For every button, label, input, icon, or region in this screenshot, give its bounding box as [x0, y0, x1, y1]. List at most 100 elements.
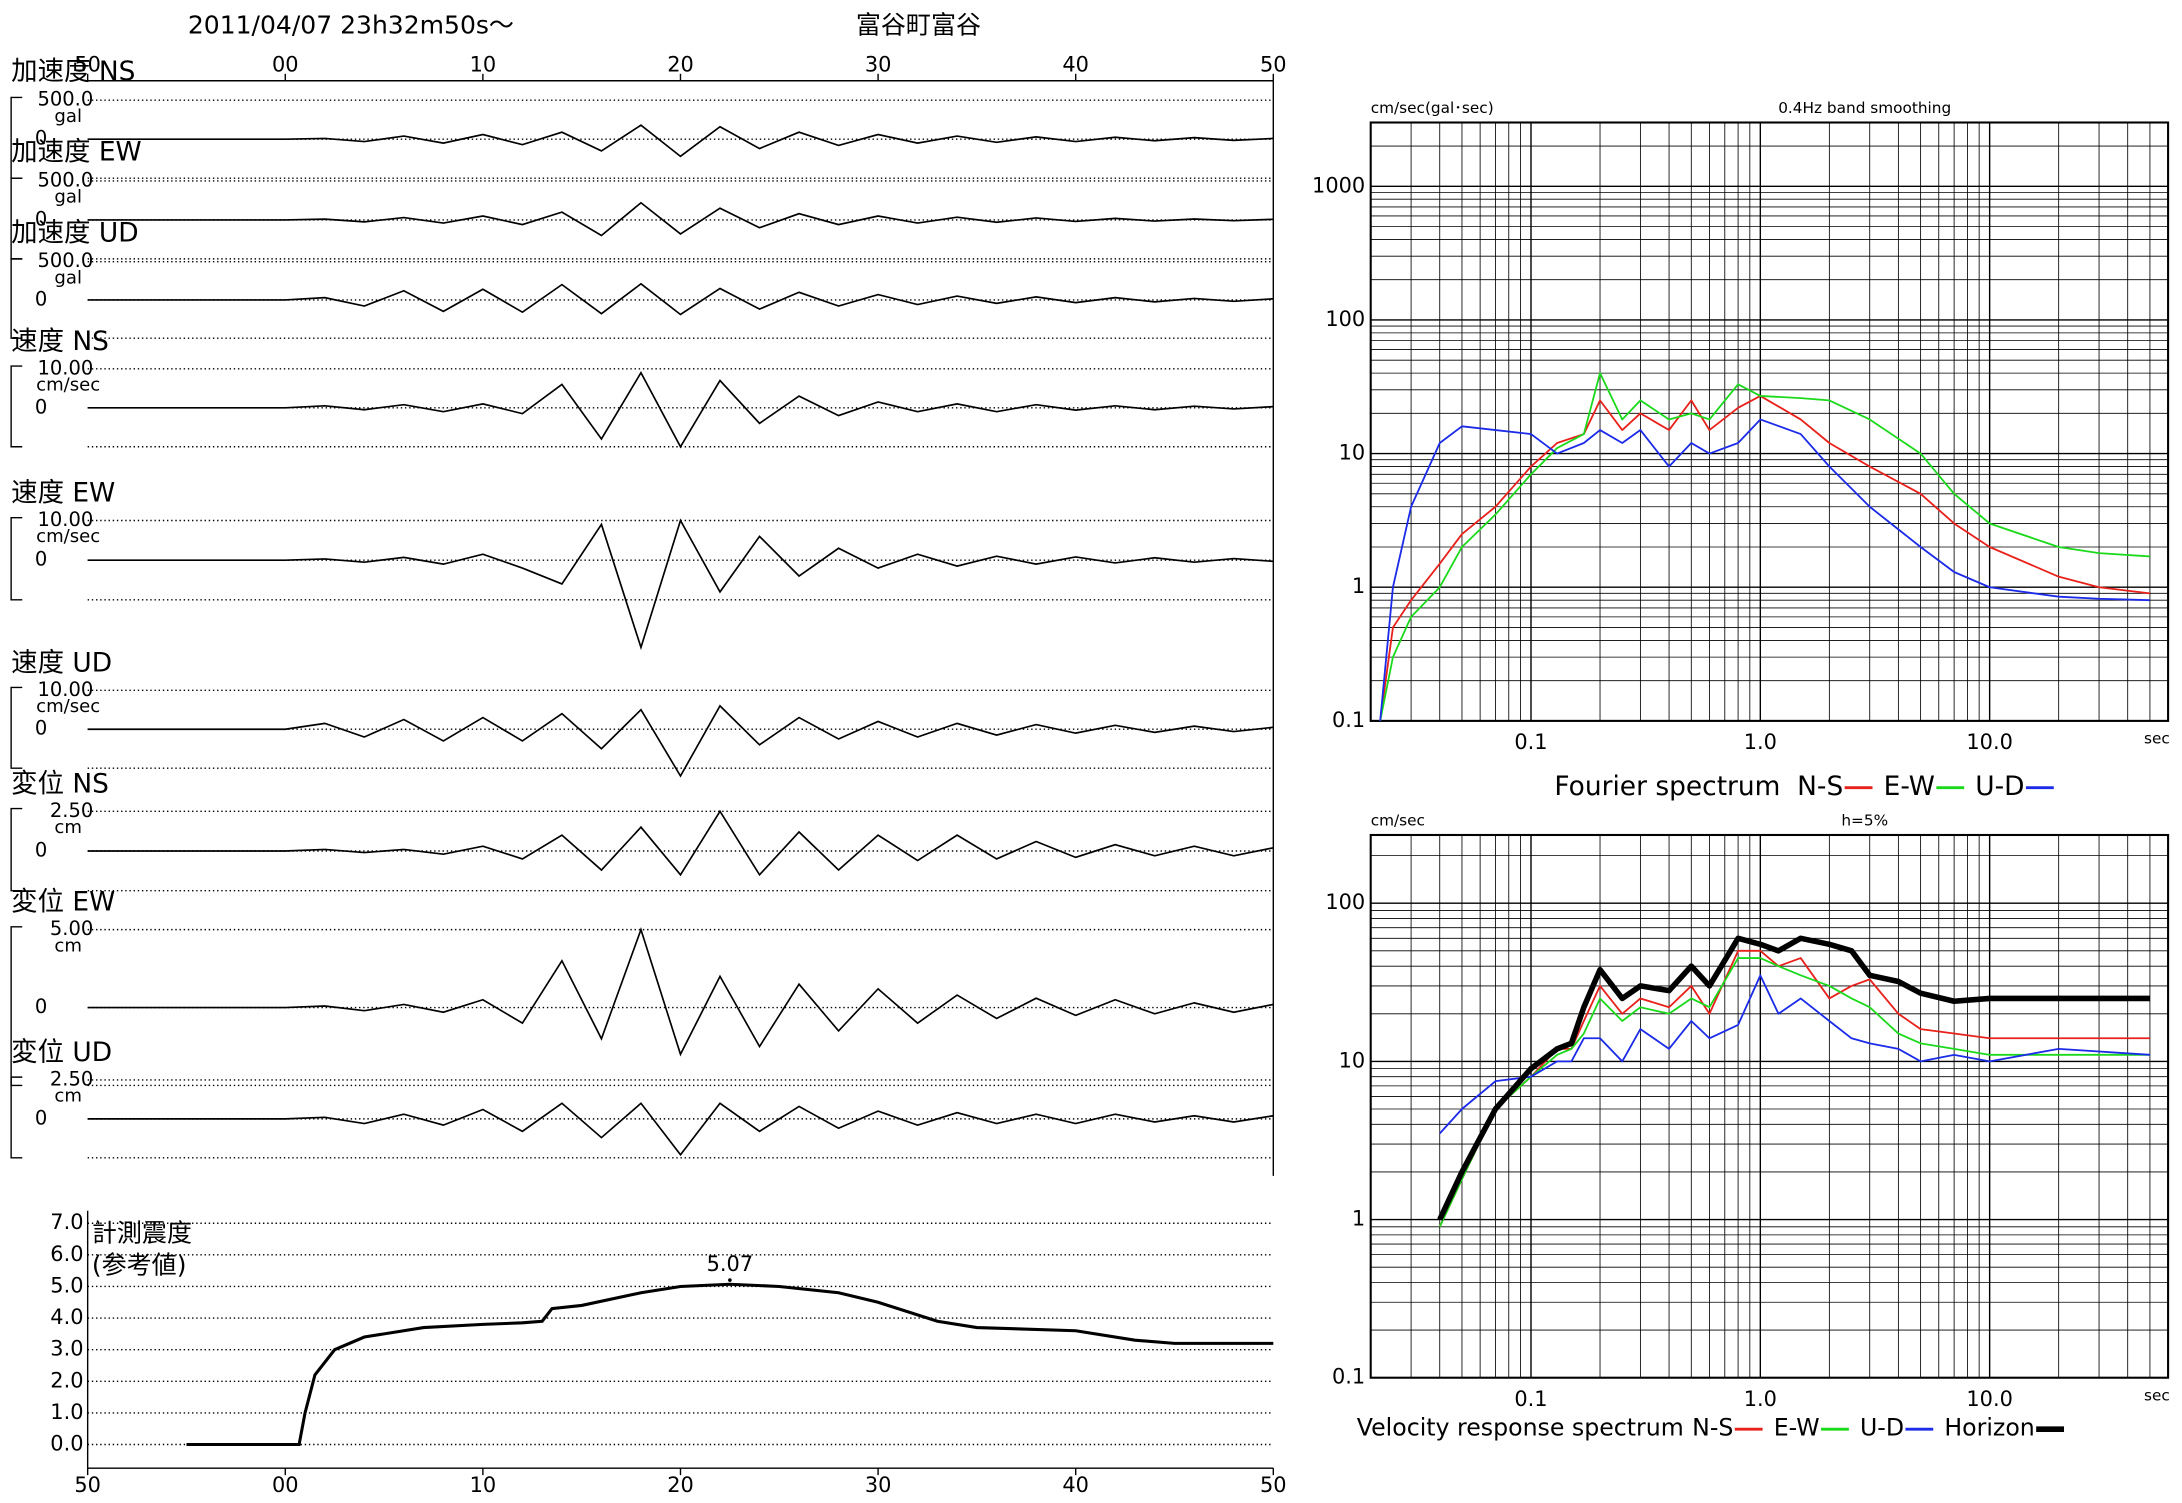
- y-tick-label: 7.0: [50, 1210, 83, 1234]
- y-tick-label: 0: [35, 838, 47, 861]
- y-tick-label: 0: [35, 395, 47, 418]
- legend-label: N-S: [1797, 771, 1843, 802]
- y-tick-label: 0: [35, 1106, 47, 1129]
- y-unit: cm/sec: [36, 375, 100, 396]
- spectrum-line: [1438, 949, 2150, 1228]
- y-tick-label: 4.0: [50, 1305, 83, 1329]
- waveform: [87, 124, 1274, 158]
- legend-title: Velocity response spectrum: [1357, 1414, 1684, 1442]
- x-tick-label: 30: [865, 1473, 892, 1497]
- legend-label: N-S: [1692, 1414, 1733, 1442]
- x-tick-label: 00: [272, 1473, 299, 1497]
- y-tick-label: 1000: [1312, 173, 1365, 197]
- waveform: [87, 809, 1274, 877]
- x-unit: sec: [2144, 729, 2170, 747]
- y-tick-label: 5.0: [50, 1273, 83, 1297]
- y-tick-label: 3.0: [50, 1337, 83, 1361]
- panel-title: 速度 NS: [11, 326, 109, 357]
- x-tick-label: 20: [667, 1473, 694, 1497]
- x-tick-label: 00: [272, 52, 299, 76]
- y-tick-label: 6.0: [50, 1242, 83, 1266]
- y-tick-label: 10: [1339, 1048, 1366, 1072]
- x-tick-label: 50: [74, 1473, 101, 1497]
- y-tick-label: 0: [35, 548, 47, 571]
- chart-title: 計測震度: [92, 1218, 192, 1247]
- waveform: [87, 518, 1274, 651]
- legend-label: Horizon: [1944, 1414, 2034, 1442]
- panel-title: 加速度 UD: [11, 217, 138, 248]
- legend-label: E-W: [1884, 771, 1935, 802]
- x-tick-label: 10: [470, 52, 497, 76]
- x-tick-label: 0.1: [1514, 730, 1547, 754]
- peak-marker: [728, 1278, 732, 1282]
- panel-title: 速度 EW: [11, 478, 115, 509]
- x-tick-label: 10: [470, 1473, 497, 1497]
- y-tick-label: 0.1: [1332, 708, 1365, 732]
- panel-title: 変位 EW: [11, 887, 115, 918]
- y-tick-label: 2.0: [50, 1368, 83, 1392]
- y-tick-label: 0.0: [50, 1432, 83, 1456]
- y-tick-label: 10.00: [37, 356, 93, 379]
- station-name: 富谷町富谷: [856, 10, 981, 39]
- y-tick-label: 10.00: [37, 678, 93, 701]
- y-tick-label: 0: [35, 287, 47, 310]
- y-tick-label: 0.1: [1332, 1365, 1365, 1389]
- intensity-line: [186, 1282, 1274, 1447]
- x-tick-label: 10.0: [1966, 1387, 2012, 1411]
- spectrum-line: [1379, 418, 2150, 721]
- y-unit: cm/sec: [1371, 812, 1425, 830]
- x-unit: sec: [2144, 1386, 2170, 1404]
- spectrum-line: [1379, 395, 2151, 722]
- y-tick-label: 500.0: [37, 88, 93, 111]
- y-tick-label: 0: [35, 995, 47, 1018]
- y-unit: cm: [54, 1086, 82, 1107]
- panel-title: 速度 UD: [11, 647, 112, 678]
- waveform: [87, 704, 1274, 778]
- y-tick-label: 5.00: [50, 917, 93, 940]
- x-tick-label: 0.1: [1514, 1387, 1547, 1411]
- legend-title: Fourier spectrum: [1554, 771, 1780, 802]
- y-tick-label: 500.0: [37, 249, 93, 272]
- waveform: [87, 282, 1274, 316]
- y-unit: cm/sec(gal･sec): [1371, 99, 1494, 117]
- waveform: [87, 927, 1274, 1057]
- legend-label: U-D: [1860, 1414, 1904, 1442]
- waveform: [87, 371, 1274, 449]
- y-unit: cm/sec: [36, 526, 100, 547]
- y-unit: cm: [54, 817, 82, 838]
- y-unit: gal: [54, 106, 82, 127]
- bracket: [10, 258, 23, 339]
- bracket: [10, 517, 23, 601]
- y-tick-label: 100: [1325, 307, 1365, 331]
- spectrum-line: [1437, 935, 2150, 1221]
- bracket: [10, 686, 23, 769]
- x-tick-label: 40: [1062, 52, 1089, 76]
- y-tick-label: 1: [1352, 574, 1365, 598]
- y-unit: cm/sec: [36, 696, 100, 717]
- panel-title: 変位 NS: [11, 768, 109, 799]
- peak-label: 5.07: [707, 1252, 753, 1276]
- chart-subtitle: (参考値): [92, 1250, 187, 1279]
- x-tick-label: 1.0: [1744, 1387, 1777, 1411]
- plot-frame: [1369, 121, 2170, 722]
- y-tick-label: 0: [35, 717, 47, 740]
- bracket: [10, 365, 23, 448]
- plot-frame: [1369, 833, 2170, 1379]
- chart-subtitle: 0.4Hz band smoothing: [1778, 99, 1951, 117]
- y-tick-label: 10.00: [37, 508, 93, 531]
- waveform: [87, 1102, 1274, 1157]
- x-tick-label: 50: [74, 52, 101, 76]
- y-tick-label: 1.0: [50, 1400, 83, 1424]
- y-tick-label: 500.0: [37, 168, 93, 191]
- x-tick-label: 10.0: [1966, 730, 2012, 754]
- x-tick-label: 40: [1062, 1473, 1089, 1497]
- y-tick-label: 0: [35, 207, 47, 230]
- y-unit: cm: [54, 935, 82, 956]
- y-tick-label: 1: [1352, 1207, 1365, 1231]
- panel-title: 変位 UD: [11, 1037, 112, 1068]
- legend-label: U-D: [1975, 771, 2024, 802]
- y-unit: gal: [54, 187, 82, 208]
- x-tick-label: 20: [667, 52, 694, 76]
- y-tick-label: 2.50: [50, 1067, 93, 1090]
